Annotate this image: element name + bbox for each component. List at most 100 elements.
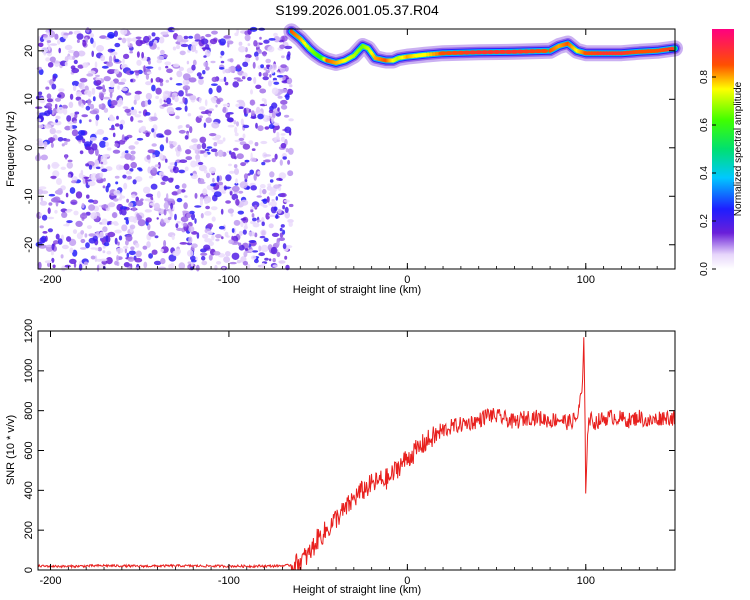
noise-speckle [90,255,96,260]
noise-speckle [149,202,155,206]
noise-speckle [185,81,190,85]
noise-speckle [282,229,286,235]
noise-speckle [45,28,50,36]
noise-speckle [225,112,231,119]
x-tick-label: 0 [404,274,410,286]
noise-speckle [249,169,254,175]
noise-speckle [65,210,72,213]
noise-speckle [151,84,156,92]
noise-speckle [136,137,144,141]
noise-speckle [189,145,196,150]
snr-y-ticks: 0 200 400 600 800 1000 1200 [23,319,675,573]
figure-title: S199.2026.001.05.37.R04 [275,2,439,18]
noise-speckle [113,30,118,37]
noise-speckle [284,211,291,219]
noise-speckle [247,173,251,176]
snr-x-ticks: -200 -100 0 100 [39,331,676,587]
noise-speckle [52,75,56,82]
noise-speckle [251,213,255,218]
noise-speckle [205,66,210,71]
noise-speckle [210,183,217,187]
noise-speckle [150,116,158,122]
noise-speckle [40,196,43,202]
noise-speckle [244,57,250,63]
noise-speckle [200,213,204,219]
snr-panel: -200 -100 0 100 0 200 400 600 800 1000 1200 Heigh… [5,319,676,596]
noise-speckle [140,198,144,202]
noise-speckle [229,261,237,265]
noise-speckle [273,184,280,189]
ridge-peak [589,51,594,56]
noise-speckle [133,70,141,73]
noise-speckle [273,81,280,85]
noise-speckle [65,192,69,198]
noise-speckle [184,195,188,198]
noise-speckle [244,248,249,251]
noise-speckle [199,115,203,119]
noise-speckle [252,61,256,69]
noise-speckle [51,243,55,251]
noise-speckle [206,146,213,149]
noise-speckle [107,231,116,238]
noise-speckle [121,78,127,83]
noise-speckle [208,87,213,95]
ridge-peak [486,50,495,55]
noise-speckle [187,113,192,117]
noise-speckle [47,164,51,170]
noise-speckle [177,144,182,152]
noise-speckle [256,219,261,223]
noise-speckle [88,164,93,170]
noise-speckle [280,88,288,93]
noise-speckle [250,206,255,210]
snr-series-line [37,337,676,571]
noise-speckle [114,229,122,234]
noise-speckle [103,177,106,182]
noise-speckle [242,61,249,67]
ridge-peak [634,50,639,54]
noise-speckle [150,183,158,190]
noise-speckle [134,257,143,263]
noise-speckle [250,89,253,95]
noise-speckle [174,161,178,167]
noise-speckle [271,102,278,109]
noise-speckle [236,99,245,103]
noise-speckle [279,159,283,166]
noise-speckle [119,123,124,130]
noise-speckle [120,156,125,159]
noise-speckle [179,50,186,56]
noise-speckle [288,147,294,155]
noise-speckle [286,54,291,61]
noise-speckle [233,147,239,151]
noise-speckle [204,99,208,107]
noise-speckle [248,249,253,252]
noise-speckle [102,96,111,100]
noise-speckle [138,126,147,133]
x-tick-label: -200 [39,274,61,286]
noise-speckle [228,66,231,74]
noise-speckle [159,82,164,87]
noise-speckle [52,170,60,178]
noise-speckle [250,116,257,119]
ridge-peak [435,51,440,56]
noise-speckle [174,213,177,221]
noise-speckle [61,143,65,147]
noise-speckle [275,214,279,219]
noise-speckle [276,177,283,181]
noise-speckle [61,265,66,272]
noise-speckle [80,247,87,250]
noise-speckle [270,246,278,255]
y-tick-label: 1000 [23,359,35,383]
noise-speckle [39,97,46,104]
noise-speckle [176,221,181,224]
noise-speckle [146,71,152,75]
noise-speckle [263,237,269,242]
noise-speckle [261,230,266,236]
noise-speckle [172,166,177,171]
noise-speckle [144,198,152,202]
noise-speckle [64,56,69,63]
noise-speckle [145,112,151,116]
noise-speckle [243,251,248,258]
noise-speckle [159,135,165,138]
noise-speckle [231,228,235,233]
noise-speckle [146,241,151,248]
